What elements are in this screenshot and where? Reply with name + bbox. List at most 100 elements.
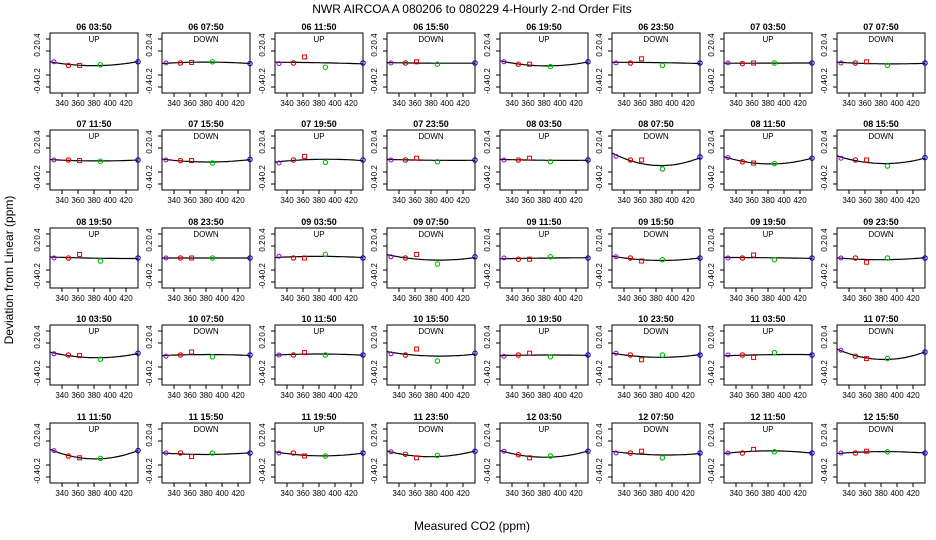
y-tick-label: 0.2 — [258, 337, 267, 349]
x-tick-label: 380 — [761, 196, 775, 205]
data-point — [322, 251, 329, 258]
data-point — [388, 157, 394, 163]
panel-37: 12 07:50 DOWN 0.2 -0.2 0.4 -0.4 340 380 420 360 40… — [595, 412, 703, 498]
panel-direction: DOWN — [868, 35, 894, 44]
y-tick-label: 0.2 — [595, 435, 604, 447]
y-tick-label: -0.2 — [33, 165, 42, 179]
y-tick-label: -0.2 — [370, 263, 379, 277]
y-tick-minor-label: -0.4 — [258, 470, 267, 484]
y-tick-label: -0.2 — [258, 360, 267, 374]
data-point — [388, 351, 394, 357]
x-tick-minor-label: 400 — [777, 391, 791, 400]
data-point — [322, 352, 329, 358]
y-tick-minor-label: -0.4 — [33, 372, 42, 386]
data-point — [209, 354, 216, 360]
panel-5: 06 23:50 DOWN 0.2 -0.2 0.4 -0.4 340 380 420 360 40… — [595, 22, 703, 108]
x-tick-label: 380 — [199, 391, 213, 400]
panel-16: 08 19:50 UP 0.2 -0.2 0.4 -0.4 340 380 420 360 400 — [33, 217, 141, 303]
fit-curve — [836, 257, 926, 261]
panel-direction: UP — [762, 425, 773, 434]
x-tick-minor-label: 400 — [890, 294, 904, 303]
y-tick-minor-label: 0.4 — [145, 130, 154, 142]
data-point — [639, 448, 645, 454]
fit-curve — [499, 60, 589, 67]
data-point — [725, 60, 731, 66]
y-tick-label: 0.2 — [820, 240, 829, 252]
x-tick-label: 420 — [456, 391, 470, 400]
panel-direction: DOWN — [193, 132, 219, 141]
data-point — [163, 450, 169, 456]
panel-25: 10 07:50 DOWN 0.2 -0.2 0.4 -0.4 340 380 420 360 40… — [145, 314, 253, 400]
panel-label: 11 23:50 — [413, 412, 448, 422]
data-point — [852, 255, 859, 261]
y-tick-label: -0.2 — [145, 458, 154, 472]
y-tick-label: 0.2 — [33, 337, 42, 349]
x-tick-label: 340 — [392, 294, 406, 303]
x-tick-minor-label: 400 — [215, 294, 229, 303]
x-tick-label: 420 — [119, 391, 133, 400]
data-point — [276, 160, 282, 166]
x-tick-minor-label: 400 — [103, 489, 117, 498]
data-point — [751, 160, 757, 166]
x-tick-label: 420 — [793, 196, 807, 205]
x-tick-label: 340 — [505, 196, 519, 205]
panel-38: 12 11:50 UP 0.2 -0.2 0.4 -0.4 340 380 420 360 400 — [707, 412, 815, 498]
fit-curve — [836, 61, 926, 65]
y-tick-minor-label: 0.4 — [820, 325, 829, 337]
data-point — [51, 448, 57, 454]
panel-13: 08 07:50 DOWN 0.2 -0.2 0.4 -0.4 340 380 420 360 40… — [595, 119, 703, 205]
data-point — [51, 157, 57, 163]
data-point — [922, 255, 928, 261]
data-point — [613, 350, 619, 356]
panel-21: 09 15:50 DOWN 0.2 -0.2 0.4 -0.4 340 380 420 360 40… — [595, 217, 703, 303]
y-tick-label: 0.2 — [145, 240, 154, 252]
panel-23: 09 23:50 DOWN 0.2 -0.2 0.4 -0.4 340 380 420 360 40… — [820, 217, 928, 303]
x-tick-minor-label: 360 — [745, 196, 759, 205]
y-tick-label: 0.2 — [483, 435, 492, 447]
data-point — [97, 258, 104, 264]
y-tick-minor-label: -0.4 — [483, 470, 492, 484]
fit-curve — [723, 156, 813, 165]
y-tick-minor-label: 0.4 — [370, 33, 379, 45]
y-tick-minor-label: -0.4 — [370, 372, 379, 386]
fit-curve — [386, 254, 476, 261]
y-tick-label: 0.2 — [707, 45, 716, 57]
x-tick-label: 420 — [344, 99, 358, 108]
data-point — [527, 256, 533, 262]
y-tick-label: 0.2 — [595, 45, 604, 57]
x-tick-label: 340 — [842, 99, 856, 108]
data-point — [838, 155, 844, 161]
data-point — [177, 60, 184, 66]
data-point — [613, 450, 619, 456]
data-point — [639, 157, 645, 163]
y-tick-minor-label: -0.4 — [483, 372, 492, 386]
x-tick-minor-label: 360 — [296, 391, 310, 400]
panel-1: 06 07:50 DOWN 0.2 -0.2 0.4 -0.4 340 380 420 360 40… — [145, 22, 253, 108]
panel-26: 10 11:50 UP 0.2 -0.2 0.4 -0.4 340 380 420 360 400 — [258, 314, 366, 400]
data-point — [360, 60, 366, 66]
x-tick-label: 380 — [537, 99, 551, 108]
data-point — [177, 352, 184, 358]
data-point — [659, 352, 666, 358]
fit-curve — [275, 61, 363, 65]
panel-label: 07 23:50 — [413, 119, 449, 129]
fit-curve — [499, 257, 588, 260]
y-tick-minor-label: -0.4 — [707, 372, 716, 386]
data-point — [247, 450, 253, 456]
data-point — [697, 352, 703, 358]
x-tick-minor-label: 400 — [777, 196, 791, 205]
y-tick-minor-label: 0.4 — [258, 33, 267, 45]
panel-label: 09 19:50 — [750, 217, 786, 227]
x-tick-label: 340 — [167, 294, 181, 303]
y-tick-label: -0.2 — [707, 360, 716, 374]
data-point — [276, 352, 282, 358]
x-tick-label: 420 — [793, 489, 807, 498]
x-tick-label: 420 — [231, 294, 245, 303]
x-tick-label: 420 — [793, 391, 807, 400]
x-tick-label: 420 — [906, 489, 920, 498]
x-tick-label: 340 — [392, 99, 406, 108]
x-tick-label: 420 — [231, 196, 245, 205]
x-tick-minor-label: 360 — [183, 196, 197, 205]
x-tick-minor-label: 400 — [215, 391, 229, 400]
data-point — [247, 352, 253, 358]
